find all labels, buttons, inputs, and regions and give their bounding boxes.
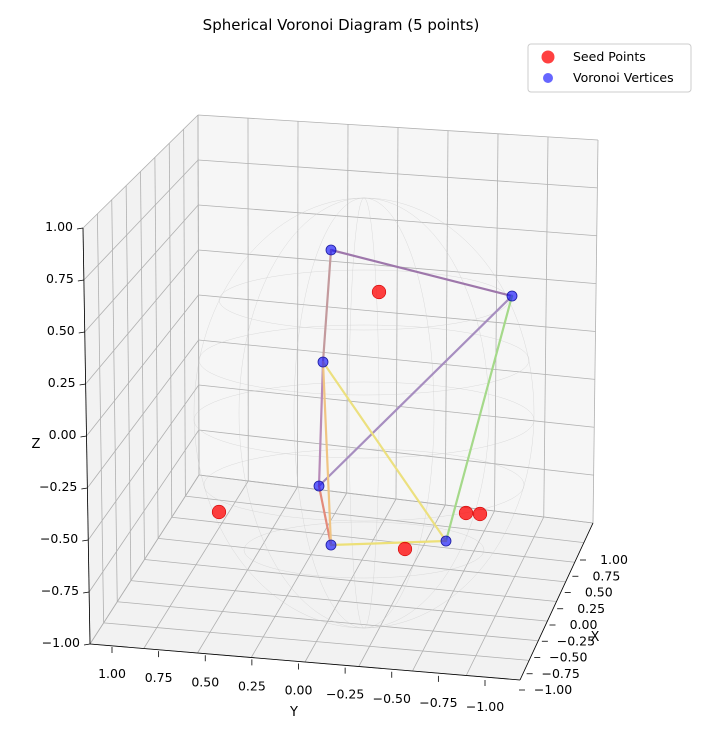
seed-point — [458, 505, 474, 521]
seed-points — [211, 284, 488, 557]
legend-frame — [527, 43, 692, 93]
legend-seed-marker — [541, 50, 555, 64]
grid-line-xz-horizontal — [198, 159, 598, 189]
grid-line-xz-horizontal — [198, 204, 597, 237]
z-tick-label: 0.25 — [48, 375, 76, 390]
grid-line-xy-x — [412, 510, 495, 672]
grid-line-yz-vertical — [197, 114, 200, 476]
grid-line-yz-horizontal — [83, 159, 199, 281]
grid-line-xy-y — [158, 537, 566, 583]
z-tick-label: −0.25 — [39, 479, 77, 494]
z-tick — [76, 227, 84, 230]
grid-line-yz-horizontal — [82, 114, 199, 229]
grid-line-yz-vertical — [183, 129, 186, 497]
seed-point — [371, 284, 387, 300]
y-tick-label: 0.50 — [191, 674, 219, 689]
grid-line-yz-horizontal — [85, 249, 199, 385]
y-tick-label: 0.75 — [145, 670, 173, 685]
x-tick-label: −0.75 — [541, 666, 579, 681]
grid-line-xy-x — [465, 516, 545, 676]
x-tick-label: −0.25 — [557, 633, 595, 648]
voronoi-edge — [444, 294, 514, 543]
z-tick — [78, 331, 85, 334]
voronoi-edge — [321, 248, 333, 364]
z-tick-label: −0.75 — [41, 583, 79, 598]
x-tick-label: −1.00 — [534, 682, 572, 697]
voronoi-edges — [317, 248, 514, 547]
z-tick-label: 0.75 — [46, 271, 74, 286]
z-tick — [82, 539, 89, 542]
x-tick-label: 0.00 — [570, 617, 598, 632]
grid-line-yz-vertical — [168, 143, 173, 518]
seed-point — [472, 506, 488, 522]
y-tick-label: −0.75 — [419, 695, 457, 710]
grid-line-xy-y — [185, 495, 584, 544]
grid-line-xz-vertical — [494, 133, 499, 512]
voronoi-edge — [329, 539, 448, 547]
y-tick-label: −1.00 — [466, 699, 504, 714]
grid-line-yz-horizontal — [86, 294, 199, 437]
z-tick-label: 0.50 — [47, 323, 75, 338]
x-axis-line — [519, 522, 594, 681]
z-tick-label: 0.00 — [49, 427, 77, 442]
y-axis-line — [89, 643, 521, 681]
seed-point — [397, 541, 413, 557]
grid-line-xy-y — [144, 559, 557, 602]
z-tick — [83, 591, 90, 594]
x-tick-label: 0.25 — [577, 601, 605, 616]
x-tick-label: −0.50 — [549, 650, 587, 665]
grid-line-xz-vertical — [543, 136, 549, 518]
y-tick-label: −0.50 — [373, 691, 411, 706]
x-tick-label: 0.75 — [592, 568, 620, 583]
z-tick-label: −0.50 — [40, 531, 78, 546]
y-tick-label: −0.25 — [326, 687, 364, 702]
grid-line-xz-vertical — [592, 139, 599, 524]
voronoi-edge — [321, 360, 448, 543]
grid-line-xz-horizontal — [197, 114, 599, 141]
chart-title: Spherical Voronoi Diagram (5 points) — [203, 16, 480, 34]
y-tick-label: 0.25 — [238, 678, 266, 693]
voronoi-vertex — [325, 539, 337, 551]
legend: Seed Points Voronoi Vertices — [527, 43, 692, 93]
z-tick — [80, 435, 87, 438]
z-tick-label: −1.00 — [42, 635, 80, 650]
voronoi-vertex — [313, 480, 325, 492]
grid-line-xy-x — [358, 504, 446, 667]
legend-vertex-marker — [543, 73, 553, 83]
grid-line-xy-y — [171, 516, 575, 563]
voronoi-vertices — [313, 244, 518, 551]
grid-line-yz-horizontal — [84, 204, 199, 333]
grid-line-xy-y — [198, 474, 594, 524]
y-axis-label: Y — [289, 705, 298, 720]
x-tick-label: 1.00 — [600, 552, 628, 567]
z-tick — [81, 487, 88, 490]
z-tick — [83, 643, 91, 646]
seed-point — [211, 504, 227, 520]
voronoi-edge — [321, 360, 333, 547]
z-axis-label: Z — [32, 437, 41, 452]
voronoi-vertex — [325, 244, 337, 256]
voronoi-edge — [317, 294, 514, 488]
tick-labels: −1.00−0.75−0.50−0.250.000.250.500.751.00… — [39, 219, 628, 714]
y-tick-label: 1.00 — [98, 666, 126, 681]
z-tick — [79, 383, 86, 386]
legend-vertex-label: Voronoi Vertices — [573, 70, 674, 85]
voronoi-vertex — [440, 535, 452, 547]
voronoi-edge — [317, 484, 333, 547]
grid-line-yz-vertical — [154, 157, 159, 539]
z-tick — [77, 279, 84, 282]
voronoi-edge — [329, 248, 514, 298]
legend-seed-label: Seed Points — [573, 49, 646, 64]
x-axis-label: X — [591, 630, 600, 645]
voronoi-edge — [317, 360, 325, 488]
grid-line-xz-vertical — [444, 130, 449, 506]
grid-lines — [82, 114, 599, 681]
voronoi-vertex — [506, 290, 518, 302]
voronoi-vertex — [317, 356, 329, 368]
x-tick-label: 0.50 — [585, 585, 613, 600]
z-tick-label: 1.00 — [45, 219, 73, 234]
grid-line-xz-horizontal — [198, 294, 596, 332]
y-tick-label: 0.00 — [285, 683, 313, 698]
